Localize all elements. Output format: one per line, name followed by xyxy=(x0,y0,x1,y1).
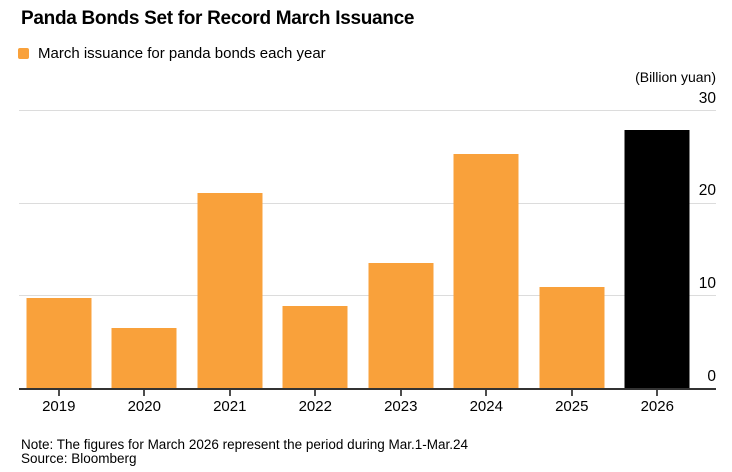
bar-2024 xyxy=(453,153,519,389)
x-tick-mark xyxy=(570,390,573,396)
bar-slot-2021 xyxy=(187,111,273,389)
y-tick-label-20: 20 xyxy=(698,182,716,200)
x-tick-label-2025: 2025 xyxy=(555,398,589,415)
x-tick-label-2023: 2023 xyxy=(384,398,418,415)
x-tick-label-2024: 2024 xyxy=(469,398,503,415)
bar-slot-2019 xyxy=(16,111,102,389)
x-tick-mark xyxy=(399,390,402,396)
gridline-10 xyxy=(19,295,716,297)
y-axis-unit-label: (Billion yuan) xyxy=(635,69,716,85)
x-axis-slot-2024: 2024 xyxy=(444,390,530,415)
x-tick-mark xyxy=(143,390,146,396)
bar-2020 xyxy=(111,327,177,389)
bar-slot-2025 xyxy=(529,111,615,389)
y-tick-label-10: 10 xyxy=(698,274,716,292)
x-axis-line xyxy=(19,388,716,390)
source-text: Source: Bloomberg xyxy=(21,451,137,466)
x-axis-slot-2021: 2021 xyxy=(187,390,273,415)
x-tick-mark xyxy=(228,390,231,396)
x-axis-slot-2020: 2020 xyxy=(102,390,188,415)
note-text: Note: The figures for March 2026 represe… xyxy=(21,437,468,452)
x-axis-slot-2026: 2026 xyxy=(615,390,701,415)
bar-2019 xyxy=(26,298,92,389)
gridline-30 xyxy=(19,110,716,111)
x-axis-slot-2019: 2019 xyxy=(16,390,102,415)
x-tick-mark xyxy=(485,390,488,396)
x-tick-label-2020: 2020 xyxy=(127,398,161,415)
legend-label: March issuance for panda bonds each year xyxy=(38,45,326,62)
x-tick-label-2026: 2026 xyxy=(640,398,674,415)
x-tick-mark xyxy=(656,390,659,396)
bar-slot-2022 xyxy=(273,111,359,389)
x-axis-slot-2023: 2023 xyxy=(358,390,444,415)
bar-series xyxy=(16,111,700,389)
x-tick-label-2021: 2021 xyxy=(213,398,247,415)
bar-2026 xyxy=(624,129,690,389)
bar-slot-2020 xyxy=(102,111,188,389)
bar-2022 xyxy=(282,305,348,389)
x-axis-slot-2025: 2025 xyxy=(529,390,615,415)
x-tick-mark xyxy=(57,390,60,396)
y-tick-label-30: 30 xyxy=(698,89,716,107)
bar-slot-2026 xyxy=(615,111,701,389)
gridline-20 xyxy=(19,202,716,204)
bar-slot-2024 xyxy=(444,111,530,389)
x-tick-mark xyxy=(314,390,317,396)
legend: March issuance for panda bonds each year xyxy=(18,45,326,62)
x-tick-label-2022: 2022 xyxy=(298,398,332,415)
legend-swatch-icon xyxy=(18,48,29,59)
y-tick-label-0: 0 xyxy=(707,367,716,385)
bar-slot-2023 xyxy=(358,111,444,389)
plot-area: 0 10 20 30 xyxy=(16,90,716,390)
x-axis-slot-2022: 2022 xyxy=(273,390,359,415)
chart-title: Panda Bonds Set for Record March Issuanc… xyxy=(21,8,415,29)
x-tick-label-2019: 2019 xyxy=(42,398,76,415)
bar-2021 xyxy=(197,192,263,389)
bar-2023 xyxy=(368,262,434,389)
bar-2025 xyxy=(539,287,605,389)
x-axis: 2019 2020 2021 2022 2023 2024 2025 2026 xyxy=(16,390,700,415)
